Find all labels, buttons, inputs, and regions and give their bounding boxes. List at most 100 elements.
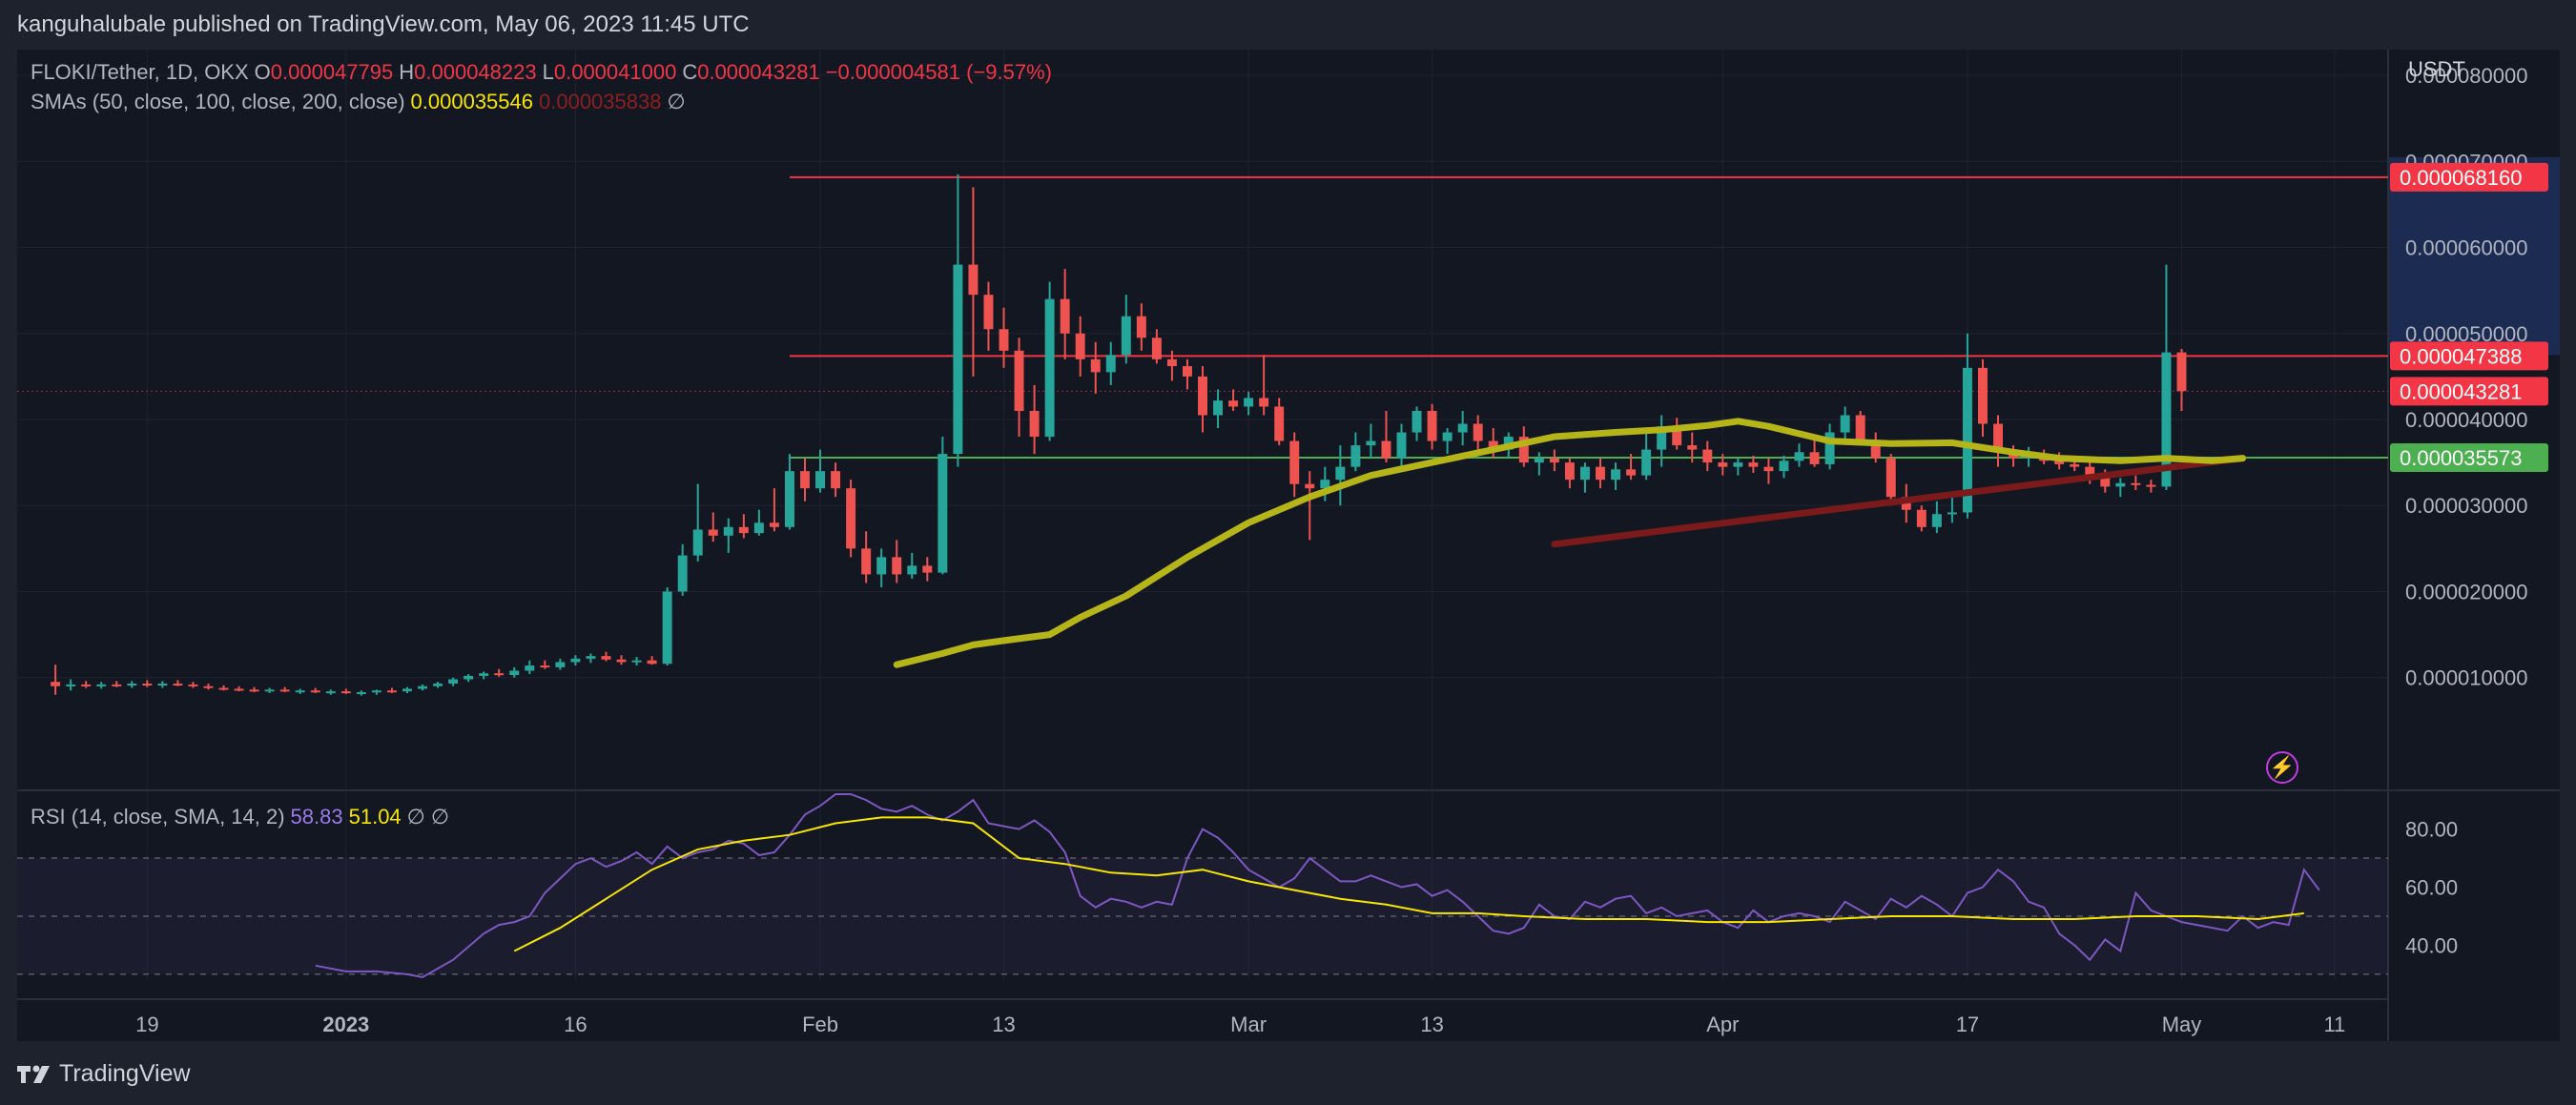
rsi-band-fill [17, 858, 2388, 974]
candle [1228, 400, 1239, 407]
candle [555, 662, 566, 667]
candle [1978, 367, 1988, 424]
candle [96, 684, 107, 686]
x-tick-label: 16 [564, 1013, 587, 1036]
open-label: O [254, 60, 271, 84]
candle [1259, 398, 1269, 407]
candle [1060, 298, 1070, 334]
x-tick-label: Mar [1230, 1013, 1267, 1036]
candle [1564, 462, 1575, 481]
rsi-y-tick-label: 80.00 [2405, 818, 2458, 842]
candle [402, 688, 412, 692]
chart-frame [17, 50, 2560, 1041]
sma50-value: 0.000035546 [410, 90, 533, 113]
candle [831, 471, 841, 489]
sma100-line [1551, 455, 2247, 548]
currency-label: USDT [2408, 57, 2465, 81]
candle [1626, 469, 1637, 476]
x-tick-label: 2023 [322, 1013, 369, 1036]
last-price-tag-bg [2390, 377, 2548, 406]
rsi-na-value-2: ∅ [430, 805, 450, 829]
x-tick-label: 11 [2323, 1013, 2345, 1036]
flash-icon[interactable]: ⚡ [2266, 751, 2298, 784]
candle [1687, 445, 1698, 450]
rsi-line [315, 793, 2320, 979]
candle [1518, 437, 1529, 463]
candle [1473, 423, 1483, 441]
candle [1366, 440, 1376, 446]
candle [1044, 298, 1055, 438]
candle [310, 690, 320, 693]
candle [249, 689, 259, 692]
sma50-line [893, 418, 2247, 668]
candle [922, 565, 933, 573]
candle [1579, 466, 1590, 481]
candle [1809, 452, 1820, 464]
candle [1962, 367, 1972, 513]
y-tick-label: 0.000020000 [2405, 580, 2527, 604]
candle [1014, 350, 1024, 411]
candle [907, 565, 917, 575]
sma-label: SMAs (50, close, 100, close, 200, close) [31, 90, 405, 113]
x-tick-label: 19 [135, 1013, 158, 1036]
candle [1702, 449, 1713, 463]
candle [631, 660, 642, 663]
rsi-sma-value: 51.04 [348, 805, 402, 829]
candle [1350, 445, 1361, 467]
candle [295, 690, 305, 693]
candle [2100, 475, 2111, 487]
publish-header: kanguhalubale published on TradingView.c… [17, 11, 750, 37]
candle [1136, 316, 1146, 338]
candle [586, 656, 596, 659]
candle [692, 529, 703, 556]
candle [479, 673, 489, 676]
candle [325, 691, 336, 694]
candle [2131, 482, 2141, 485]
candle [1198, 376, 1207, 416]
candle [142, 684, 153, 686]
candle [127, 684, 137, 686]
candle [188, 684, 198, 686]
candle [1289, 440, 1300, 484]
candle [81, 684, 92, 686]
open-value: 0.000047795 [270, 60, 394, 84]
candle [2070, 463, 2080, 467]
candle [723, 526, 733, 536]
candle [1320, 480, 1330, 489]
candle [815, 471, 826, 489]
y-tick-label: 0.000080000 [2405, 64, 2527, 88]
candle [1427, 410, 1437, 441]
candle [1855, 415, 1865, 441]
x-tick-label: 13 [1420, 1013, 1443, 1036]
candle [1870, 440, 1881, 459]
candle [386, 690, 397, 693]
tradingview-logo[interactable]: TradingView [17, 1060, 191, 1088]
hline-price-tag: 0.000068160 [2400, 166, 2522, 190]
candle [264, 689, 275, 692]
candle [1840, 415, 1850, 433]
candle [1442, 432, 1453, 441]
candle [203, 686, 214, 688]
y-tick-label: 0.000040000 [2405, 408, 2527, 432]
candle [371, 690, 381, 693]
candle [2115, 482, 2126, 487]
candle [356, 692, 366, 695]
rsi-na-value-1: ∅ [406, 805, 425, 829]
candle [218, 687, 229, 690]
candle [494, 673, 505, 676]
candle [662, 591, 672, 665]
candle [1641, 449, 1652, 476]
candle [509, 670, 520, 675]
candle [418, 686, 427, 689]
high-label: H [399, 60, 415, 84]
candle [800, 471, 810, 489]
candle [616, 659, 627, 663]
candle [2085, 466, 2095, 476]
candle [1763, 466, 1774, 472]
y-tick-label: 0.000010000 [2405, 666, 2527, 690]
candle [112, 684, 122, 686]
rsi-legend[interactable]: RSI (14, close, SMA, 14, 2) 58.83 51.04 ∅ ∅ [31, 805, 455, 829]
sma-legend[interactable]: SMAs (50, close, 100, close, 200, close)… [31, 90, 691, 114]
rsi-y-tick-label: 40.00 [2405, 933, 2458, 957]
